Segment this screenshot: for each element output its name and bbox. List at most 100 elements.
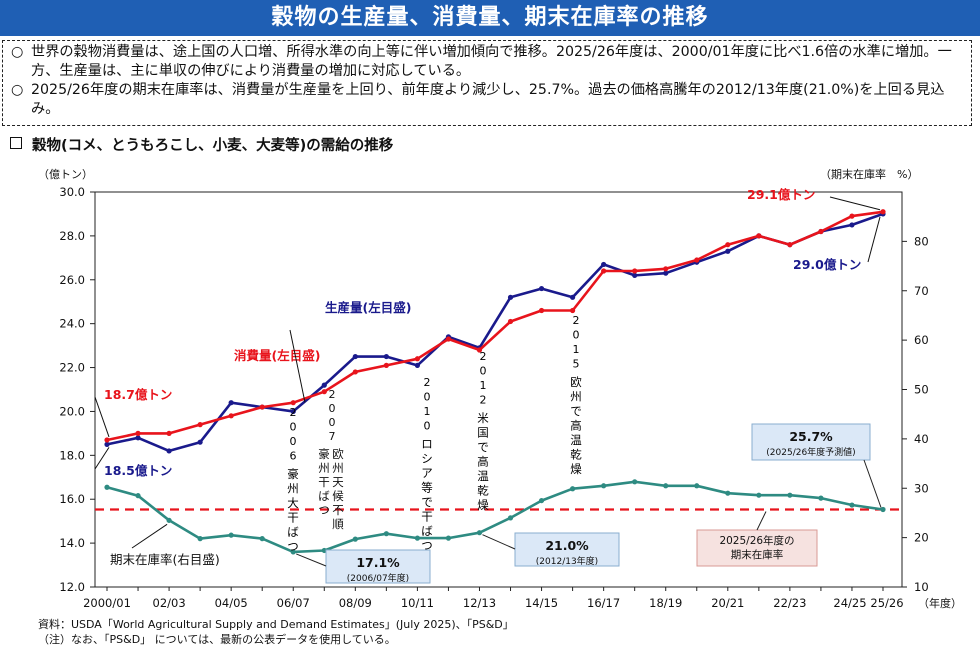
event-year-char: 2 bbox=[424, 376, 431, 389]
annotation-label: 18.7億トン bbox=[104, 387, 172, 402]
event-year-char: 2 bbox=[573, 314, 580, 327]
data-point bbox=[445, 535, 452, 541]
data-point bbox=[259, 536, 265, 542]
callout-leader bbox=[756, 511, 767, 531]
left-axis-tick-label: 26.0 bbox=[59, 273, 85, 287]
data-point bbox=[414, 362, 420, 368]
event-text-char: 天 bbox=[332, 475, 344, 489]
left-axis-tick-label: 20.0 bbox=[59, 404, 85, 418]
x-axis-tick-label: 20/21 bbox=[711, 596, 744, 610]
data-point bbox=[290, 549, 296, 555]
data-point bbox=[787, 242, 793, 248]
left-axis-tick-label: 24.0 bbox=[59, 317, 85, 331]
data-point bbox=[818, 228, 824, 235]
notes: 資料：USDA「World Agricultural Supply and De… bbox=[38, 617, 514, 647]
callout-box bbox=[751, 423, 871, 461]
right-axis-tick-label: 70 bbox=[914, 284, 929, 298]
bullet-icon: ○ bbox=[11, 82, 24, 98]
data-point bbox=[135, 430, 141, 436]
event-text-char: ア bbox=[421, 466, 433, 480]
callout-value: 25.7% bbox=[789, 429, 833, 444]
data-point bbox=[228, 413, 234, 419]
data-point bbox=[538, 497, 545, 504]
right-axis-tick-label: 60 bbox=[914, 333, 929, 347]
x-axis-tick-label: 25/26 bbox=[870, 596, 903, 610]
right-axis-tick-label: 30 bbox=[914, 481, 929, 495]
pointer-arrow bbox=[94, 396, 110, 438]
data-point bbox=[663, 270, 669, 276]
data-point bbox=[570, 486, 576, 492]
data-point bbox=[383, 353, 389, 360]
data-point bbox=[725, 490, 731, 496]
event-text-char: つ bbox=[287, 540, 299, 554]
callout-leader bbox=[863, 459, 882, 508]
summary-box: ○ 世界の穀物消費量は、途上国の人口増、所得水準の向上等に伴い増加傾向で推移。20… bbox=[2, 40, 972, 126]
data-point bbox=[849, 222, 855, 228]
data-point bbox=[290, 400, 296, 406]
data-point bbox=[166, 517, 172, 523]
callout-box bbox=[325, 549, 431, 584]
annotation-label: 生産量(左目盛) bbox=[325, 300, 411, 315]
summary-text: 2025/26年度の期末在庫率は、消費量が生産量を上回り、前年度より減少し、25… bbox=[31, 82, 945, 117]
event-text-char: 高 bbox=[477, 455, 489, 469]
event-text-char: 州 bbox=[318, 461, 330, 475]
data-point bbox=[663, 266, 669, 272]
data-point bbox=[601, 483, 607, 489]
x-axis-tick-label: 06/07 bbox=[277, 596, 310, 610]
event-year-char: 6 bbox=[290, 450, 297, 463]
event-text-char: 国 bbox=[477, 426, 489, 440]
data-point bbox=[476, 530, 483, 536]
data-point bbox=[756, 233, 762, 239]
left-axis-tick-label: 22.0 bbox=[59, 361, 85, 375]
event-text-char: つ bbox=[421, 539, 433, 553]
event-year-char: 2 bbox=[329, 388, 336, 401]
pointer-arrow bbox=[867, 216, 881, 263]
callout-sub: 期末在庫率 bbox=[731, 548, 784, 561]
event-year-char: 1 bbox=[573, 343, 580, 356]
data-point bbox=[694, 257, 700, 263]
left-axis-tick-label: 16.0 bbox=[59, 492, 85, 506]
data-point bbox=[135, 493, 141, 499]
data-point bbox=[507, 318, 514, 325]
event-year-char: 0 bbox=[424, 420, 431, 433]
event-text-char: 豪 bbox=[318, 447, 330, 461]
bullet-icon: ○ bbox=[11, 44, 24, 60]
annotation-label: 18.5億トン bbox=[104, 463, 172, 478]
data-point bbox=[228, 532, 234, 538]
data-point bbox=[352, 536, 358, 542]
data-point bbox=[104, 441, 110, 447]
event-text-char: で bbox=[477, 440, 489, 454]
data-point bbox=[197, 536, 203, 542]
left-axis-label: （億トン） bbox=[38, 168, 93, 181]
event-text-char: 高 bbox=[570, 419, 582, 433]
event-year-char: 1 bbox=[424, 405, 431, 418]
summary-item: ○ 世界の穀物消費量は、途上国の人口増、所得水準の向上等に伴い増加傾向で推移。20… bbox=[11, 43, 963, 81]
event-text-char: 州 bbox=[287, 482, 299, 496]
data-point bbox=[476, 347, 483, 353]
left-axis-tick-label: 12.0 bbox=[59, 580, 85, 594]
event-text-char: 豪 bbox=[287, 467, 299, 481]
callout-value: 17.1% bbox=[356, 555, 400, 570]
event-text-char: で bbox=[570, 404, 582, 418]
event-text-char: 順 bbox=[332, 517, 344, 531]
event-year-char: 0 bbox=[424, 391, 431, 404]
data-point bbox=[538, 285, 545, 292]
event-text-char: ロ bbox=[421, 437, 433, 451]
checkbox-square-icon bbox=[10, 137, 22, 149]
footnote: （注）なお、「PS&D」 については、最新の公表データを使用している。 bbox=[38, 633, 396, 646]
x-axis-tick-label: 02/03 bbox=[153, 596, 186, 610]
event-text-char: 州 bbox=[570, 390, 582, 404]
event-text-char: 不 bbox=[332, 503, 344, 517]
data-point bbox=[818, 495, 824, 501]
event-text-char: つ bbox=[318, 503, 330, 517]
event-text-char: 米 bbox=[477, 411, 489, 425]
callout-value: 2025/26年度の bbox=[719, 534, 794, 547]
data-point bbox=[197, 422, 203, 428]
x-axis-tick-label: 12/13 bbox=[463, 596, 496, 610]
event-text-char: 等 bbox=[421, 481, 433, 495]
event-year-char: 0 bbox=[573, 329, 580, 342]
event-year-char: 0 bbox=[329, 416, 336, 429]
